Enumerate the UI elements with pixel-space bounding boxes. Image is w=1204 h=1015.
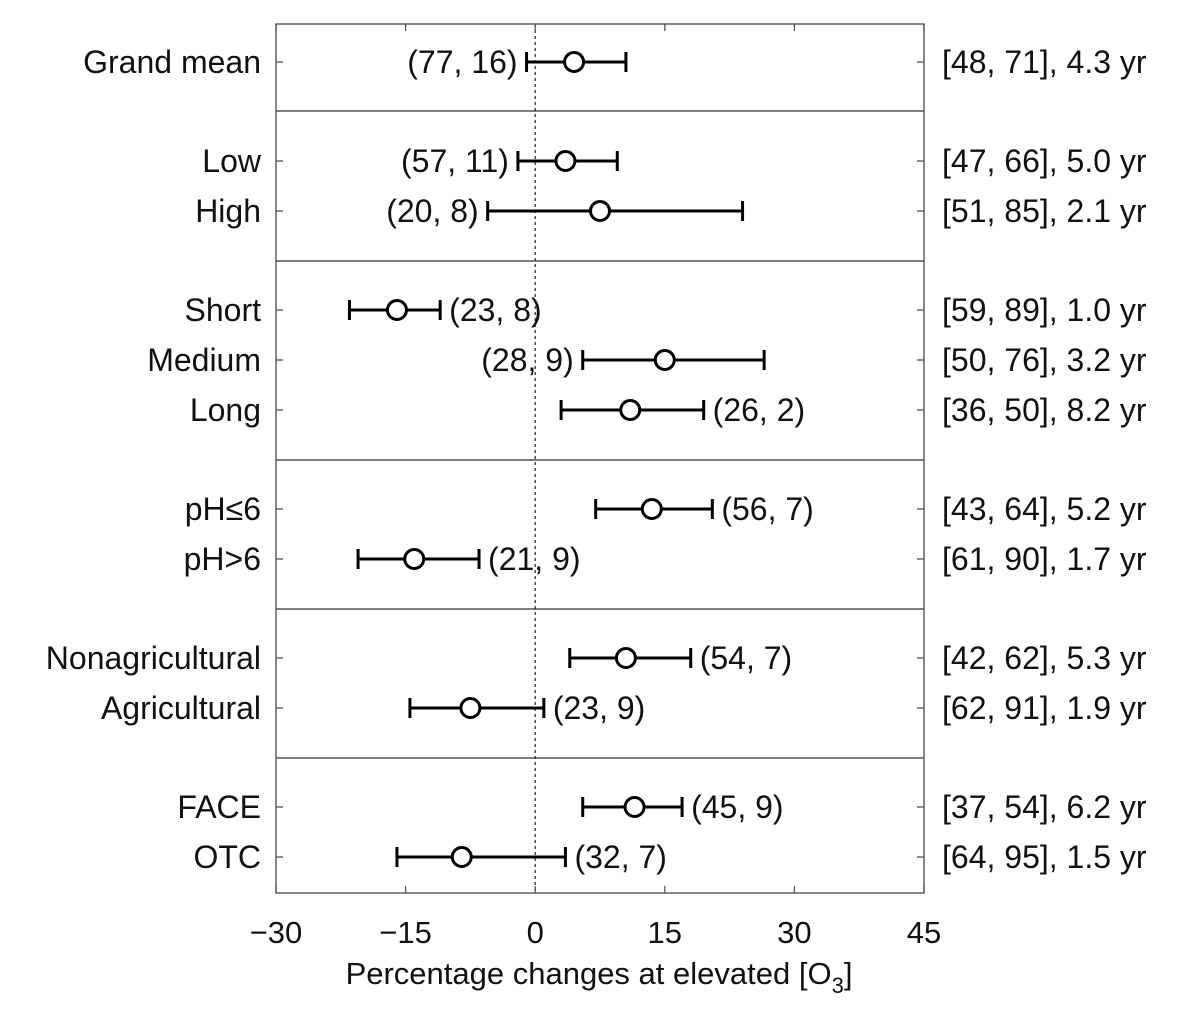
mean-marker xyxy=(619,399,642,421)
forest-row: Nonagricultural (54, 7) [42, 62], 5.3 yr xyxy=(46,640,1147,676)
axis-ticks xyxy=(275,24,925,893)
mean-marker xyxy=(640,498,663,520)
sample-count-label: (28, 9) xyxy=(481,342,573,378)
right-annotation: [47, 66], 5.0 yr xyxy=(942,143,1147,179)
mean-marker xyxy=(403,548,426,570)
x-axis-label-main: Percentage changes at elevated [O xyxy=(346,956,832,991)
row-label: pH>6 xyxy=(184,541,261,577)
sample-count-label: (32, 7) xyxy=(574,839,666,875)
forest-row: OTC (32, 7) [64, 95], 1.5 yr xyxy=(193,839,1146,875)
right-annotation: [51, 85], 2.1 yr xyxy=(942,193,1147,229)
x-tick-labels: −30 −15 0 15 30 45 xyxy=(250,915,942,950)
forest-row: FACE (45, 9) [37, 54], 6.2 yr xyxy=(177,789,1146,825)
sample-count-label: (26, 2) xyxy=(713,392,805,428)
row-label: Agricultural xyxy=(101,690,261,726)
group-separators xyxy=(276,110,924,759)
x-tick-label: 0 xyxy=(527,915,544,950)
row-label: Short xyxy=(185,292,262,328)
right-annotation: [43, 64], 5.2 yr xyxy=(942,491,1147,527)
forest-row: Medium (28, 9) [50, 76], 3.2 yr xyxy=(147,342,1147,378)
mean-marker xyxy=(589,200,611,222)
forest-rows: Grand mean (77, 16) [48, 71], 4.3 yr Low (57… xyxy=(46,44,1147,875)
row-label: OTC xyxy=(193,839,261,875)
right-annotation: [61, 90], 1.7 yr xyxy=(942,541,1147,577)
row-label: Grand mean xyxy=(83,44,261,80)
forest-row: Long (26, 2) [36, 50], 8.2 yr xyxy=(190,392,1147,428)
forest-row: Short (23, 8) [59, 89], 1.0 yr xyxy=(185,292,1147,328)
mean-marker xyxy=(653,349,676,371)
x-tick-label: −15 xyxy=(379,915,432,950)
sample-count-label: (77, 16) xyxy=(407,44,517,80)
row-label: Medium xyxy=(147,342,261,378)
mean-marker xyxy=(459,697,482,719)
x-axis-label-closing: ] xyxy=(844,956,853,991)
sample-count-label: (56, 7) xyxy=(721,491,813,527)
mean-marker xyxy=(563,51,586,73)
x-axis-label-subscript: 3 xyxy=(832,973,844,998)
forest-row: Low (57, 11) [47, 66], 5.0 yr xyxy=(202,143,1147,179)
sample-count-label: (20, 8) xyxy=(386,193,478,229)
right-annotation: [59, 89], 1.0 yr xyxy=(942,292,1147,328)
sample-count-label: (23, 9) xyxy=(553,690,645,726)
x-tick-label: 45 xyxy=(907,915,941,950)
right-annotation: [48, 71], 4.3 yr xyxy=(942,44,1147,80)
right-annotation: [36, 50], 8.2 yr xyxy=(942,392,1147,428)
row-label: Long xyxy=(190,392,261,428)
mean-marker xyxy=(623,796,646,818)
forest-row: pH>6 (21, 9) [61, 90], 1.7 yr xyxy=(184,541,1147,577)
mean-marker xyxy=(614,647,637,669)
row-label: High xyxy=(195,193,261,229)
x-tick-label: 15 xyxy=(648,915,682,950)
forest-row: Grand mean (77, 16) [48, 71], 4.3 yr xyxy=(83,44,1147,80)
sample-count-label: (57, 11) xyxy=(401,143,509,179)
mean-marker xyxy=(450,846,473,868)
right-annotation: [42, 62], 5.3 yr xyxy=(942,640,1147,676)
row-label: pH≤6 xyxy=(185,491,261,527)
right-annotation: [50, 76], 3.2 yr xyxy=(942,342,1147,378)
row-label: Nonagricultural xyxy=(46,640,261,676)
plot-frame xyxy=(275,23,925,894)
right-annotation: [62, 91], 1.9 yr xyxy=(942,690,1147,726)
x-axis-label: Percentage changes at elevated [O3] xyxy=(346,956,853,998)
x-tick-label: −30 xyxy=(250,915,303,950)
sample-count-label: (54, 7) xyxy=(700,640,792,676)
x-tick-label: 30 xyxy=(777,915,811,950)
right-annotation: [37, 54], 6.2 yr xyxy=(942,789,1147,825)
forest-row: High (20, 8) [51, 85], 2.1 yr xyxy=(195,193,1147,229)
row-label: FACE xyxy=(177,789,261,825)
forest-row: Agricultural (23, 9) [62, 91], 1.9 yr xyxy=(101,690,1147,726)
sample-count-label: (21, 9) xyxy=(488,541,580,577)
forest-row: pH≤6 (56, 7) [43, 64], 5.2 yr xyxy=(185,491,1147,527)
mean-marker xyxy=(554,150,577,172)
sample-count-label: (45, 9) xyxy=(691,789,783,825)
right-annotation: [64, 95], 1.5 yr xyxy=(942,839,1147,875)
row-label: Low xyxy=(202,143,262,179)
sample-count-label: (23, 8) xyxy=(449,292,541,328)
mean-marker xyxy=(385,299,408,321)
